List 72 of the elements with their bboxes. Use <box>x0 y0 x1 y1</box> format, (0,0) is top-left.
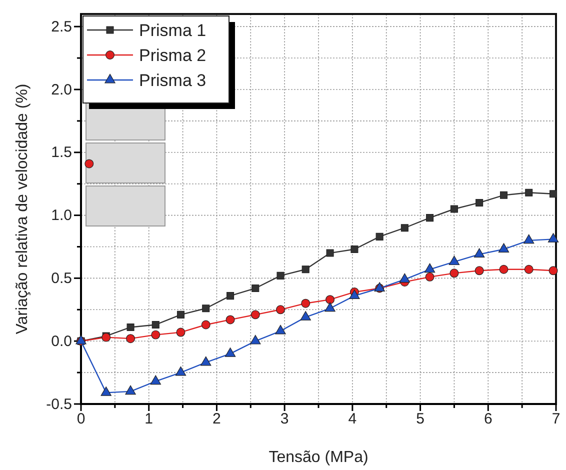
point <box>275 324 286 334</box>
point <box>524 264 534 274</box>
point <box>224 348 236 357</box>
point <box>176 310 185 318</box>
point <box>426 214 434 222</box>
point <box>301 298 310 308</box>
point <box>326 295 335 304</box>
legend-label: Prisma 2 <box>139 46 206 65</box>
point <box>250 334 261 344</box>
y-axis-title: Variação relativa de velocidade (%) <box>14 84 31 334</box>
point <box>152 320 160 329</box>
point <box>226 315 235 324</box>
point <box>201 320 210 330</box>
point <box>525 188 533 196</box>
x-tick-label: 3 <box>280 410 289 428</box>
point <box>500 191 508 199</box>
point <box>349 290 360 300</box>
point <box>302 266 310 274</box>
point <box>176 328 186 337</box>
x-tick-label: 1 <box>144 410 154 428</box>
point <box>498 243 510 252</box>
x-tick-label: 5 <box>416 410 424 428</box>
point <box>400 224 408 232</box>
point <box>350 245 358 254</box>
point <box>424 263 436 273</box>
y-tick-label: 1.5 <box>51 144 72 162</box>
point <box>150 375 161 385</box>
y-tick-label: 0.5 <box>51 270 72 287</box>
point <box>250 310 260 320</box>
point <box>300 311 311 320</box>
x-tick-label: 7 <box>552 410 560 428</box>
y-tick-label: 0.0 <box>51 332 72 350</box>
point <box>474 266 484 276</box>
point <box>376 232 384 240</box>
x-axis-title: Tensão (MPa) <box>268 449 368 466</box>
point <box>425 272 434 282</box>
legend-label: Prisma 3 <box>139 71 206 90</box>
y-tick-label: 2.5 <box>51 18 72 36</box>
point <box>276 305 285 314</box>
point <box>200 356 212 366</box>
point <box>399 273 410 283</box>
point <box>550 190 558 198</box>
point <box>226 292 234 300</box>
point <box>450 205 458 213</box>
point <box>524 234 534 244</box>
point <box>100 386 112 396</box>
point <box>84 159 94 168</box>
point <box>276 272 284 280</box>
point <box>126 334 136 344</box>
y-tick-label: 1.0 <box>51 207 72 224</box>
x-tick-label: 0 <box>76 410 86 428</box>
point <box>548 233 559 242</box>
legend-label: Prisma 1 <box>139 21 206 40</box>
x-tick-label: 2 <box>212 410 221 428</box>
point <box>324 302 336 312</box>
y-tick-label: 2.0 <box>51 81 72 98</box>
y-tick-label: -0.5 <box>46 396 72 413</box>
point <box>252 284 260 292</box>
point <box>474 248 485 258</box>
point <box>202 304 210 312</box>
point <box>125 385 136 395</box>
point <box>175 366 186 376</box>
point <box>548 266 558 276</box>
point <box>499 264 508 274</box>
x-tick-label: 6 <box>484 410 492 428</box>
point <box>151 330 160 340</box>
point <box>476 198 484 206</box>
point <box>450 268 459 278</box>
x-tick-label: 4 <box>348 410 357 428</box>
point <box>126 323 134 332</box>
point <box>326 249 334 257</box>
point <box>448 256 460 266</box>
